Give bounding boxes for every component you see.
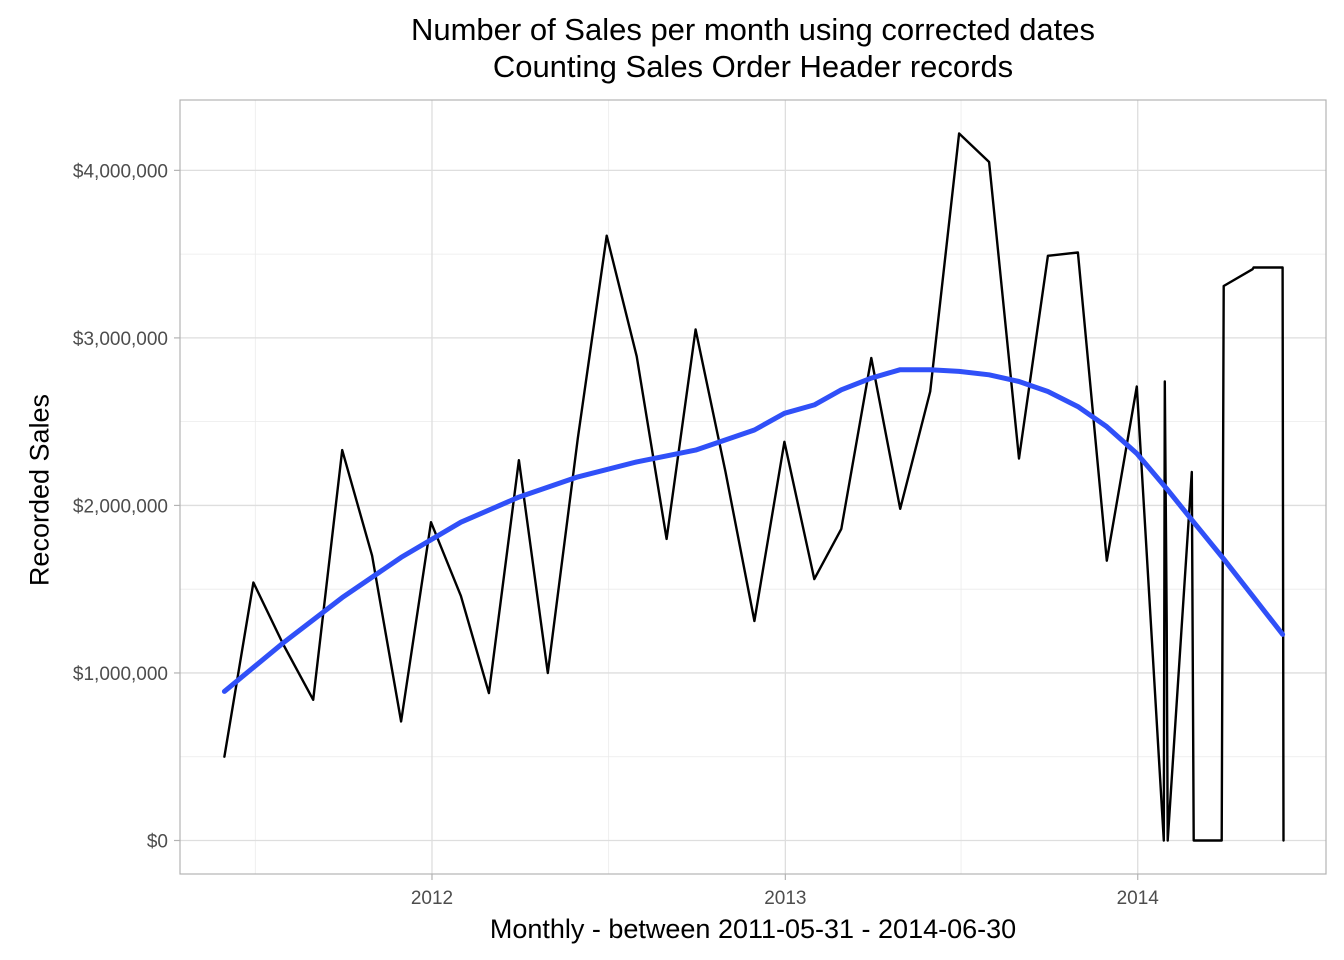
grid-major — [180, 100, 1326, 874]
y-tick-label: $1,000,000 — [73, 664, 168, 685]
chart-title: Number of Sales per month using correcte… — [410, 12, 1096, 47]
x-axis: 2012 2013 2014 — [411, 874, 1159, 909]
grid-minor — [180, 100, 1326, 874]
y-tick-label: $2,000,000 — [73, 496, 168, 517]
y-axis-label: Recorded Sales — [24, 393, 55, 587]
y-tick-label: $3,000,000 — [73, 329, 168, 350]
y-axis: $0 $1,000,000 $2,000,000 $3,000,000 $4,000,0… — [73, 161, 180, 852]
x-tick-label: 2014 — [1117, 888, 1160, 909]
y-tick-label: $4,000,000 — [73, 161, 168, 182]
plot-border — [179, 99, 1327, 875]
y-tick-label: $0 — [147, 831, 168, 852]
chart-subtitle: Counting Sales Order Header records — [492, 49, 1014, 84]
series-line-smooth-trend — [221, 367, 1286, 694]
plot-background — [180, 100, 1326, 874]
x-tick-label: 2012 — [411, 888, 453, 909]
series-layer — [221, 132, 1286, 842]
x-tick-label: 2013 — [764, 888, 806, 909]
x-axis-label: Monthly - between 2011-05-31 - 2014-06-3… — [489, 914, 1017, 944]
